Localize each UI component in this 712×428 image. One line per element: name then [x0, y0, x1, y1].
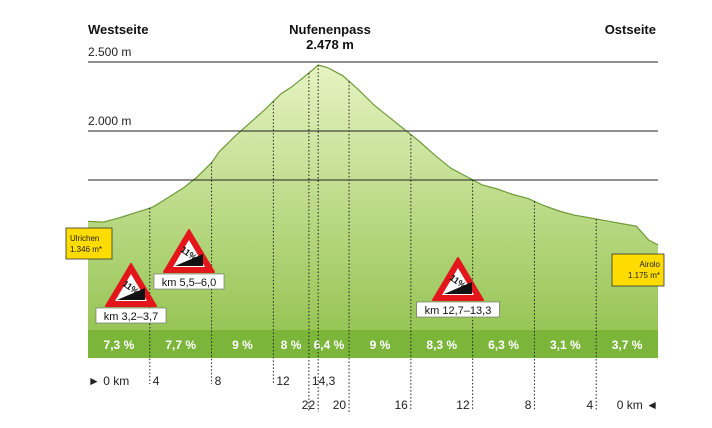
gridline-label: 2.000 m: [88, 114, 131, 128]
end-town-name: Airolo: [640, 260, 661, 269]
tick-label-west: 12: [276, 374, 290, 388]
pass-name: Nufenenpass: [289, 22, 371, 37]
elevation-area: [88, 65, 658, 358]
steep-grade-sign: 11%km 3,2–3,7: [95, 263, 167, 324]
sign-label-box: [95, 307, 167, 324]
tick-label-east: 4: [587, 398, 594, 412]
end-town-box: [611, 253, 665, 287]
west-side-label: Westseite: [88, 22, 149, 37]
slope-icon: [117, 288, 145, 300]
tick-label-east: 8: [525, 398, 532, 412]
sign-label: km 3,2–3,7: [104, 311, 158, 323]
gradient-label: 3,1 %: [550, 338, 581, 352]
tick-label-east: 16: [394, 398, 408, 412]
start-town-box: [65, 227, 113, 260]
gridline-label: 2.500 m: [88, 45, 131, 59]
pass-elevation: 2.478 m: [306, 37, 354, 52]
sign-label: km 5,5–6,0: [162, 277, 216, 289]
steep-grade-sign: 11%km 5,5–6,0: [153, 229, 225, 290]
tick-label-east: 22: [302, 398, 316, 412]
gradient-label: 6,3 %: [488, 338, 519, 352]
start-town-name: Ulrichen: [70, 234, 99, 243]
gradient-band: [88, 330, 658, 358]
gradient-label: 7,3 %: [104, 338, 135, 352]
tick-label-west: 8: [215, 374, 222, 388]
start-town-elevation: 1.346 m*: [70, 245, 102, 254]
gradient-label: 9 %: [232, 338, 253, 352]
steep-grade-sign: 11%km 12,7–13,3: [416, 257, 500, 318]
tick-label-east: 0 km ◄: [617, 398, 658, 412]
gradient-label: 8,3 %: [426, 338, 457, 352]
gradient-label: 7,7 %: [165, 338, 196, 352]
end-town-elevation: 1.175 m*: [628, 271, 660, 280]
sign-label: km 12,7–13,3: [425, 305, 492, 317]
tick-label-west: ► 0 km: [88, 374, 129, 388]
pass-title: Nufenenpass 2.478 m: [270, 22, 390, 52]
gradient-label: 6,4 %: [314, 338, 345, 352]
elevation-line: [87, 64, 659, 246]
tick-label-east: 12: [456, 398, 470, 412]
slope-icon: [444, 282, 472, 294]
gradient-label: 9 %: [370, 338, 391, 352]
east-side-label: Ostseite: [604, 22, 656, 37]
tick-label-east: 20: [333, 398, 347, 412]
sign-label-box: [416, 301, 500, 318]
gradient-label: 3,7 %: [612, 338, 643, 352]
sign-label-box: [153, 273, 225, 290]
tick-label-west: 14,3: [312, 374, 336, 388]
gradient-label: 8 %: [281, 338, 302, 352]
slope-icon: [175, 254, 203, 266]
tick-label-west: 4: [153, 374, 160, 388]
